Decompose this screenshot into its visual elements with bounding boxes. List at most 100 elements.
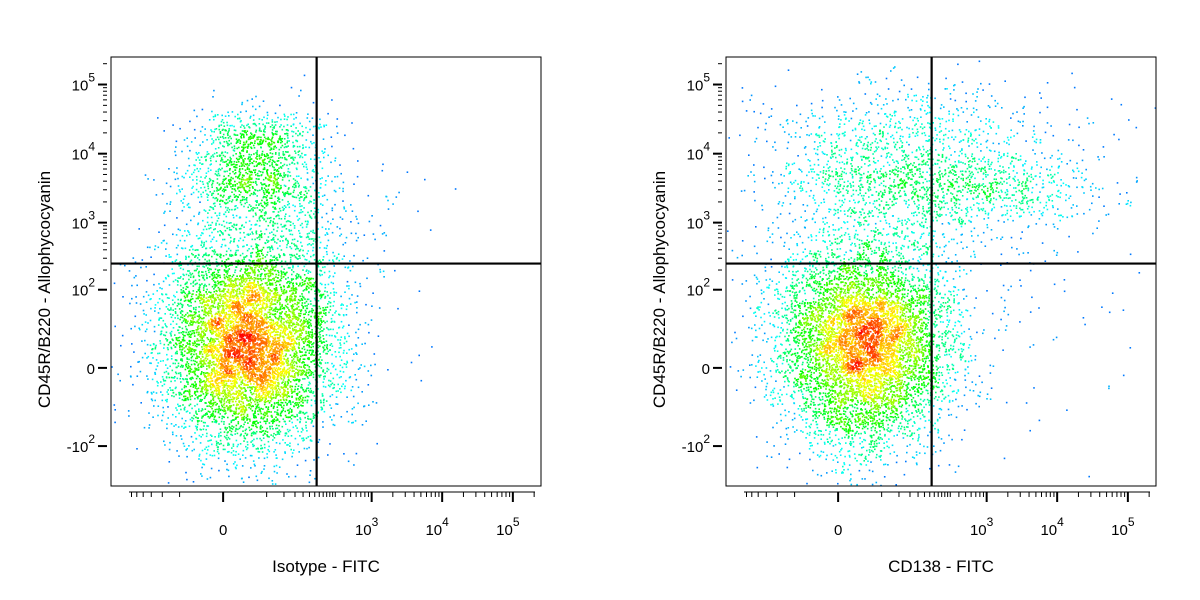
- event-point: [243, 339, 246, 342]
- event-point: [332, 282, 334, 285]
- event-point: [210, 307, 213, 310]
- event-point: [278, 308, 281, 311]
- event-point: [261, 317, 264, 320]
- event-point: [273, 371, 275, 373]
- event-point: [287, 388, 289, 390]
- event-point: [308, 357, 310, 359]
- event-point: [292, 323, 294, 325]
- event-point: [166, 326, 168, 328]
- event-point: [262, 365, 264, 368]
- event-point: [215, 419, 217, 422]
- event-point: [310, 288, 313, 291]
- event-point: [318, 331, 320, 334]
- event-point: [212, 363, 215, 365]
- event-point: [356, 353, 358, 355]
- event-point: [258, 287, 261, 289]
- event-point: [211, 327, 213, 330]
- event-point: [191, 376, 193, 379]
- event-point: [209, 328, 211, 330]
- event-point: [291, 273, 293, 276]
- event-point: [251, 375, 254, 377]
- event-point: [205, 254, 208, 257]
- event-point: [244, 388, 247, 391]
- event-point: [288, 308, 290, 311]
- event-point: [190, 319, 192, 322]
- event-point: [251, 294, 253, 296]
- event-point: [203, 425, 205, 427]
- event-point: [257, 413, 260, 416]
- event-point: [182, 268, 185, 271]
- event-point: [136, 448, 138, 450]
- event-point: [308, 374, 311, 377]
- event-point: [244, 338, 246, 341]
- event-point: [258, 353, 261, 356]
- event-point: [270, 411, 272, 413]
- event-point: [282, 355, 285, 358]
- event-point: [282, 398, 285, 400]
- event-point: [173, 294, 175, 297]
- event-point: [181, 321, 183, 324]
- event-point: [288, 372, 290, 374]
- event-point: [271, 313, 274, 316]
- event-point: [214, 401, 217, 404]
- event-point: [258, 451, 261, 453]
- event-point: [229, 407, 231, 409]
- event-point: [183, 347, 185, 349]
- event-point: [263, 374, 266, 376]
- event-point: [336, 226, 339, 228]
- event-point: [211, 278, 214, 280]
- event-point: [273, 418, 276, 420]
- event-point: [306, 340, 309, 343]
- event-point: [348, 335, 350, 338]
- event-point: [340, 359, 343, 361]
- event-point: [244, 368, 246, 370]
- event-point: [191, 314, 193, 317]
- event-point: [290, 332, 293, 334]
- event-point: [228, 227, 231, 229]
- event-point: [268, 379, 270, 382]
- event-point: [194, 360, 196, 363]
- event-point: [275, 454, 277, 456]
- event-point: [259, 278, 262, 280]
- event-point: [238, 412, 240, 415]
- event-point: [270, 357, 273, 360]
- event-point: [239, 362, 241, 365]
- event-point: [280, 277, 283, 279]
- event-point: [250, 405, 253, 408]
- event-point: [220, 322, 223, 325]
- event-point: [296, 301, 299, 304]
- event-point: [279, 240, 281, 242]
- event-point: [306, 395, 309, 398]
- event-point: [305, 338, 307, 340]
- event-point: [284, 224, 287, 227]
- event-point: [238, 284, 241, 286]
- event-point: [304, 340, 306, 343]
- event-point: [263, 372, 265, 375]
- event-point: [146, 343, 149, 346]
- event-point: [308, 481, 311, 484]
- event-point: [324, 312, 326, 315]
- event-point: [207, 445, 210, 448]
- event-point: [241, 362, 243, 364]
- event-point: [265, 300, 268, 303]
- event-point: [249, 454, 252, 457]
- event-point: [206, 274, 208, 277]
- event-point: [200, 293, 202, 296]
- event-point: [241, 477, 243, 480]
- event-point: [284, 410, 286, 413]
- event-point: [270, 398, 273, 400]
- event-point: [187, 398, 189, 401]
- event-point: [296, 352, 298, 354]
- event-point: [245, 279, 248, 282]
- event-point: [246, 269, 248, 272]
- event-point: [219, 281, 222, 283]
- event-point: [221, 353, 223, 356]
- event-point: [287, 240, 289, 243]
- event-point: [243, 435, 245, 437]
- event-point: [287, 416, 289, 418]
- event-point: [214, 251, 217, 253]
- event-point: [277, 343, 280, 345]
- event-point: [275, 321, 277, 324]
- event-point: [201, 353, 204, 356]
- event-point: [240, 292, 242, 295]
